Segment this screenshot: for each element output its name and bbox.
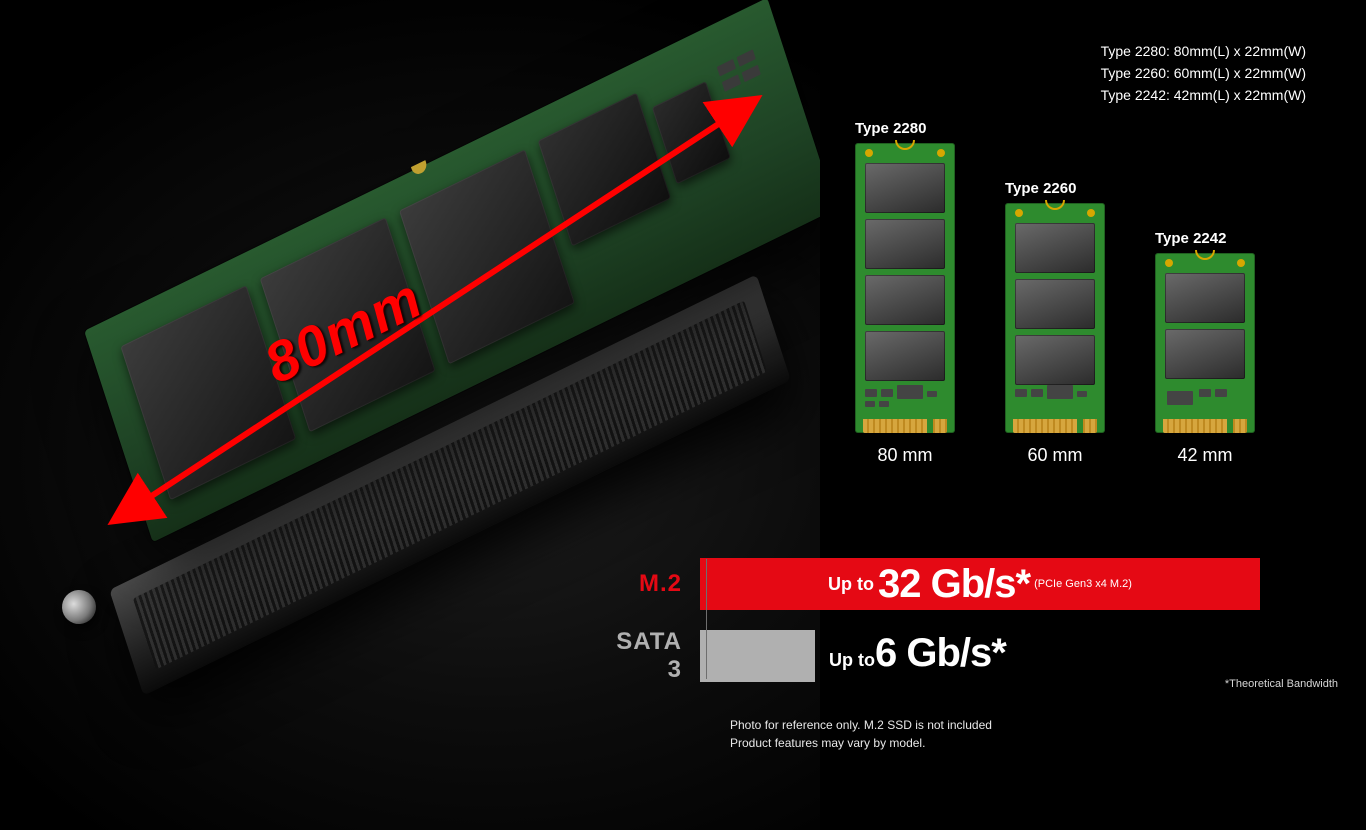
nand-chip	[120, 285, 296, 500]
disclaimer-line: Product features may vary by model.	[730, 734, 992, 752]
smd-deck	[1013, 385, 1097, 415]
card-2260: Type 2260 60 mm	[1005, 180, 1105, 466]
pad-dot	[1087, 209, 1095, 217]
bandwidth-label-m2: M.2	[600, 570, 700, 598]
infographic-root: 80mm Type 2280: 80mm(L) x 22mm(W) Type 2…	[0, 0, 1366, 830]
smd-component	[742, 65, 761, 82]
bandwidth-prefix: Up to	[829, 634, 875, 686]
disclaimer-line: Photo for reference only. M.2 SSD is not…	[730, 716, 992, 734]
dram-chip	[652, 81, 731, 184]
smd-component	[722, 74, 741, 91]
card-title: Type 2260	[1005, 180, 1105, 197]
nand-chip	[1165, 273, 1245, 323]
edge-connector	[1163, 419, 1247, 433]
pad-dot	[1237, 259, 1245, 267]
nand-chip	[865, 275, 945, 325]
form-factor-spec-list: Type 2280: 80mm(L) x 22mm(W) Type 2260: …	[1101, 40, 1306, 106]
mount-notch-icon	[1195, 250, 1215, 260]
smd-deck	[863, 385, 947, 415]
edge-connector	[1013, 419, 1097, 433]
nand-chip	[1015, 223, 1095, 273]
card-footer: 60 mm	[1005, 445, 1105, 466]
key-notch	[1227, 419, 1233, 433]
card-footer: 80 mm	[855, 445, 955, 466]
bandwidth-bar-sata3	[700, 630, 815, 682]
card-title: Type 2242	[1155, 230, 1255, 247]
nand-chip	[260, 217, 436, 432]
nand-chip	[1165, 329, 1245, 379]
nand-chip	[865, 163, 945, 213]
bandwidth-label-sata3: SATA 3	[600, 628, 700, 684]
nand-chip	[1015, 279, 1095, 329]
nand-chip	[399, 149, 575, 364]
pad-dot	[1015, 209, 1023, 217]
card-2280: Type 2280 80 mm	[855, 120, 955, 466]
smd-component	[737, 49, 756, 66]
nand-chip	[1015, 335, 1095, 385]
standoff-screw	[56, 584, 101, 629]
bandwidth-footnote: *Theoretical Bandwidth	[1225, 678, 1338, 690]
bandwidth-bar-m2: Up to 32 Gb/s* (PCIe Gen3 x4 M.2)	[700, 558, 1260, 610]
card-2242: Type 2242 42 mm	[1155, 230, 1255, 466]
controller-chip	[538, 93, 671, 247]
disclaimer-block: Photo for reference only. M.2 SSD is not…	[730, 716, 992, 752]
card-footer: 42 mm	[1155, 445, 1255, 466]
smd-deck	[1163, 385, 1247, 415]
bandwidth-value: 6 Gb/s*	[875, 627, 1006, 679]
smd-component	[717, 59, 736, 76]
card-title: Type 2280	[855, 120, 955, 137]
spec-line: Type 2260: 60mm(L) x 22mm(W)	[1101, 62, 1306, 84]
hero-photo-area: 80mm	[0, 0, 820, 830]
chart-axis-divider	[706, 559, 707, 679]
card-ssd-body	[1155, 253, 1255, 433]
card-ssd-body	[855, 143, 955, 433]
bandwidth-sata3-text: Up to 6 Gb/s*	[829, 627, 1006, 686]
bandwidth-chart: M.2 Up to 32 Gb/s* (PCIe Gen3 x4 M.2) SA…	[600, 555, 1340, 685]
mount-notch-icon	[895, 140, 915, 150]
nand-chip	[865, 331, 945, 381]
key-notch	[1077, 419, 1083, 433]
pad-dot	[1165, 259, 1173, 267]
edge-connector	[863, 419, 947, 433]
key-notch	[927, 419, 933, 433]
pad-dot	[865, 149, 873, 157]
bandwidth-value: 32 Gb/s*	[878, 558, 1030, 610]
main-ssd-mount-notch	[411, 160, 429, 177]
nand-chip	[865, 219, 945, 269]
bandwidth-sub: (PCIe Gen3 x4 M.2)	[1034, 578, 1132, 590]
bandwidth-prefix: Up to	[828, 558, 874, 610]
mount-notch-icon	[1045, 200, 1065, 210]
card-ssd-body	[1005, 203, 1105, 433]
pad-dot	[937, 149, 945, 157]
bandwidth-row-sata3: SATA 3 Up to 6 Gb/s*	[600, 627, 1340, 685]
spec-line: Type 2280: 80mm(L) x 22mm(W)	[1101, 40, 1306, 62]
spec-line: Type 2242: 42mm(L) x 22mm(W)	[1101, 84, 1306, 106]
bandwidth-row-m2: M.2 Up to 32 Gb/s* (PCIe Gen3 x4 M.2)	[600, 555, 1340, 613]
